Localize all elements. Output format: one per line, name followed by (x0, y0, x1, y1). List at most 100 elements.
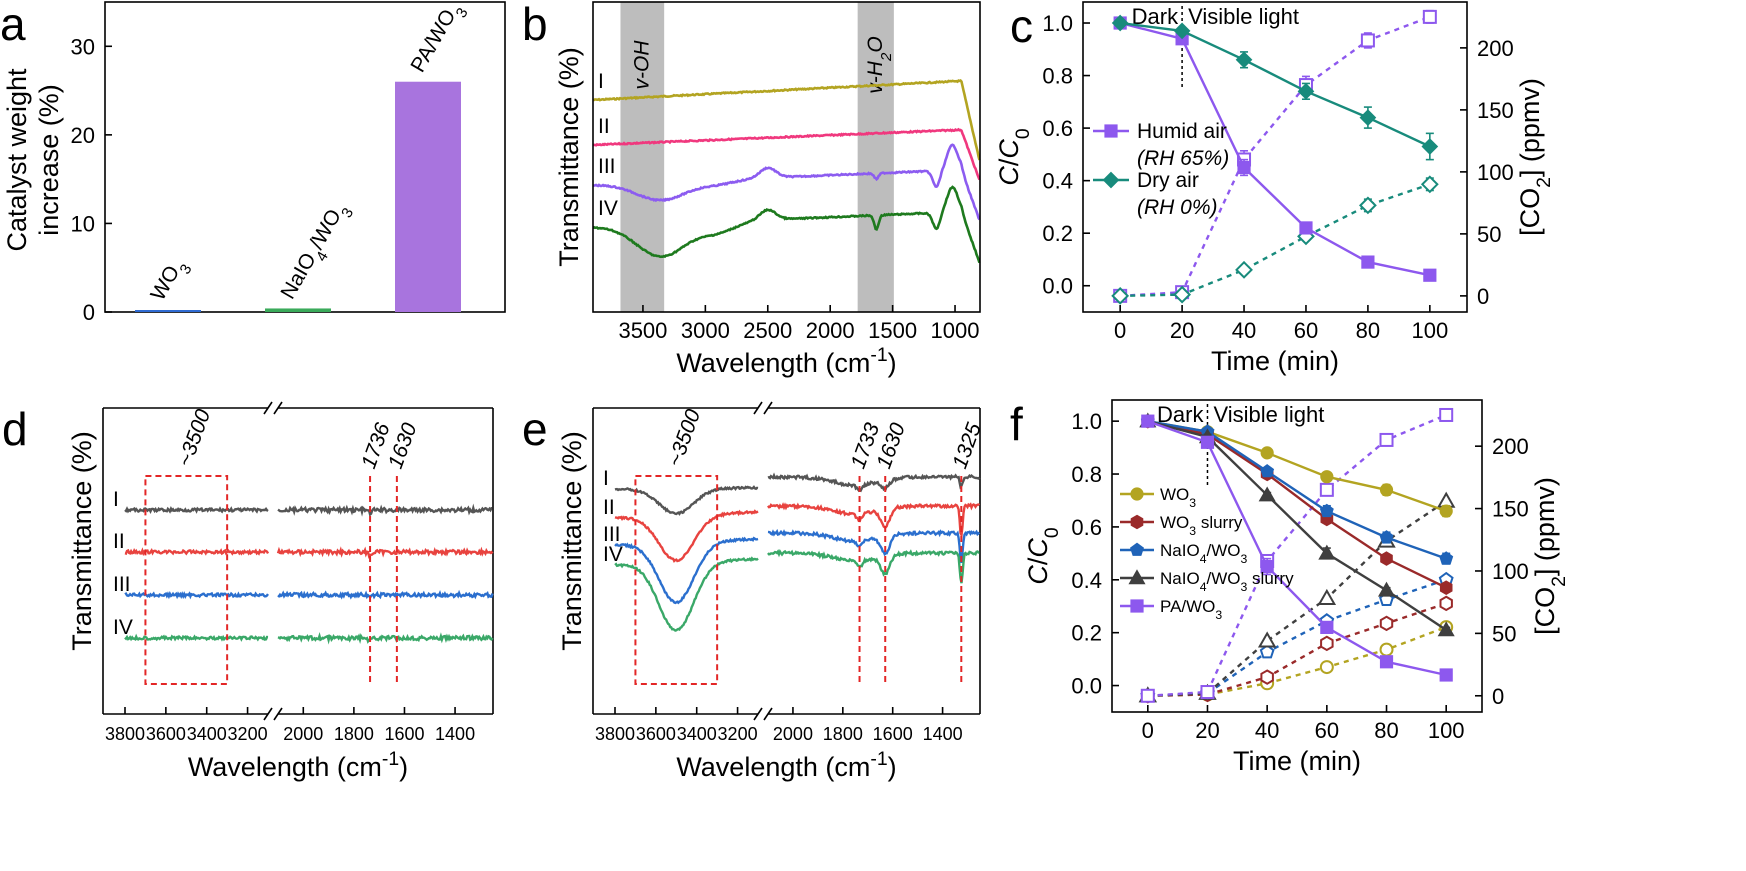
marker-pentagon (1259, 644, 1275, 659)
marker-square (1140, 688, 1155, 703)
spectrum-line (614, 509, 759, 563)
spectrum-line (277, 631, 494, 645)
y-axis-label: C/C0 (1023, 527, 1063, 585)
marker-circle (1320, 470, 1334, 484)
marker-pentagon (1260, 464, 1275, 478)
legend-label: NaIO4/WO3 (1160, 541, 1248, 566)
y2-tick-label: 0 (1492, 684, 1504, 709)
marker-hexagon (1439, 580, 1453, 595)
panel-c: c 0 20 40 60 80 100 0.0 0.2 0.4 0.6 0.8 1.0 0 50 100 150… (994, 0, 1555, 376)
bar (265, 308, 331, 312)
marker-triangle (1437, 621, 1455, 637)
panel-letter-f: f (1010, 398, 1023, 450)
series-label: IV (113, 616, 133, 639)
marker-square (1379, 655, 1394, 669)
y-tick-label: 0.2 (1042, 221, 1073, 246)
y2-tick-label: 100 (1477, 160, 1514, 185)
x-tick-label: 1400 (435, 724, 475, 744)
bar (395, 81, 461, 312)
marker-square (1320, 620, 1334, 634)
panel-letter-c: c (1010, 0, 1033, 52)
spectrum-line (767, 472, 981, 493)
y-axis-label-line: increase (%) (34, 84, 64, 236)
series-label: II (603, 496, 615, 519)
concentration-line (1120, 21, 1431, 148)
panel-letter-e: e (522, 403, 548, 455)
x-tick-label: 3800 (595, 724, 635, 744)
marker-circle (1439, 504, 1453, 518)
x-tick-label: 1000 (931, 318, 980, 343)
plot-frame (1111, 399, 1483, 713)
x-tick-label: 0 (1142, 718, 1154, 743)
y-tick-label: 1.0 (1042, 11, 1073, 36)
marker-hexagon (1260, 669, 1274, 685)
legend-note: (RH 65%) (1137, 147, 1229, 170)
panel-a: a 0 10 20 30 Catalyst weight increase (%) WO3 Na… (0, 0, 506, 325)
legend-label: PA/WO3 (1160, 597, 1222, 622)
legend-note: (RH 0%) (1137, 196, 1218, 219)
x-tick-label: 1800 (334, 724, 374, 744)
series-label: I (603, 467, 609, 490)
panel-letter-d: d (2, 403, 28, 455)
light-label: Visible light (1213, 402, 1324, 427)
x-tick-label: 3000 (681, 318, 730, 343)
x-tick-label: 40 (1232, 318, 1256, 343)
y-axis-label: Transmittance (%) (557, 431, 587, 651)
series-label: IV (603, 543, 623, 566)
marker-square (1361, 255, 1375, 269)
series-label: I (113, 488, 119, 511)
panel-d: d 3800 3600 3400 3200 2000 1800 1600 1400 Wavelen… (2, 401, 494, 782)
axis-break-mark (763, 707, 773, 721)
x-tick-label: 3500 (618, 318, 667, 343)
marker-square (1200, 685, 1215, 700)
marker-circle (1260, 446, 1274, 460)
spectrum-line (124, 506, 269, 515)
marker-diamond (1102, 171, 1120, 189)
concentration-line (1147, 420, 1447, 560)
marker-square (1422, 9, 1437, 24)
marker-square (1379, 432, 1394, 447)
y-tick-label: 0.4 (1071, 568, 1102, 593)
legend-label: WO3 slurry (1160, 513, 1243, 538)
axis-break-mark (763, 401, 773, 415)
x-axis-label: Wavelength (cm-1) (188, 748, 408, 782)
y2-tick-label: 200 (1492, 434, 1529, 459)
band-label: v-OH (630, 40, 653, 90)
x-tick-label: 20 (1170, 318, 1194, 343)
box-label: ~3500 (663, 406, 705, 470)
concentration-line (1147, 420, 1447, 677)
y-tick-label: 0.2 (1071, 621, 1102, 646)
marker-triangle (1257, 631, 1277, 648)
marker-diamond (1359, 109, 1377, 126)
x-tick-label: 1600 (384, 724, 424, 744)
concentration-line (1147, 420, 1447, 589)
legend-label: NaIO4/WO3 slurry (1160, 569, 1294, 594)
series-label: II (113, 530, 125, 553)
marker-square (1200, 435, 1215, 449)
x-tick-label: 3600 (636, 724, 676, 744)
x-tick-label: 2000 (773, 724, 813, 744)
marker-diamond (1421, 138, 1439, 155)
bar (135, 310, 201, 312)
spectrum-line (277, 589, 494, 601)
panel-f: f 0 20 40 60 80 100 0.0 0.2 0.4 0.6 0.8 1.0 0 50 100 150… (1010, 398, 1570, 776)
co2-line (1120, 183, 1431, 298)
y2-tick-label: 150 (1477, 98, 1514, 123)
highlight-box (634, 475, 719, 685)
bar-label: NaIO4/WO3 (276, 198, 356, 307)
y2-tick-label: 50 (1492, 621, 1516, 646)
axis-break-mark (263, 707, 273, 721)
y-axis-label: C/C0 (994, 128, 1034, 186)
x-tick-label: 3600 (146, 724, 186, 744)
marker-hexagon (1380, 551, 1393, 566)
y2-tick-label: 50 (1477, 222, 1501, 247)
y-tick-label: 0.0 (1042, 274, 1073, 299)
absorption-band (620, 2, 665, 312)
panel-letter-b: b (522, 0, 548, 50)
y-tick-label: 0 (83, 300, 95, 325)
panel-letter-a: a (0, 0, 26, 50)
marker-circle (1379, 642, 1394, 657)
marker-diamond (1235, 260, 1253, 279)
